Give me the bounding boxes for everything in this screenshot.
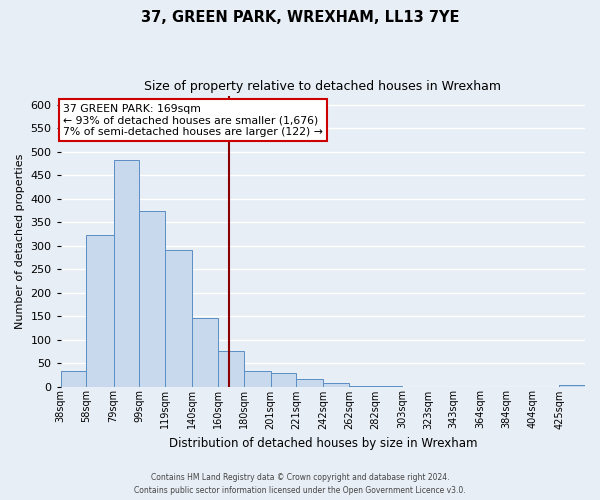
Title: Size of property relative to detached houses in Wrexham: Size of property relative to detached ho… [145, 80, 502, 93]
Bar [559, 385, 585, 386]
Text: Contains HM Land Registry data © Crown copyright and database right 2024.
Contai: Contains HM Land Registry data © Crown c… [134, 474, 466, 495]
Bar [296, 378, 323, 386]
Bar [86, 236, 113, 386]
Bar [139, 210, 165, 386]
Bar [271, 373, 296, 386]
Bar [244, 372, 271, 386]
Text: 37 GREEN PARK: 169sqm
← 93% of detached houses are smaller (1,676)
7% of semi-de: 37 GREEN PARK: 169sqm ← 93% of detached … [63, 104, 323, 136]
Text: 37, GREEN PARK, WREXHAM, LL13 7YE: 37, GREEN PARK, WREXHAM, LL13 7YE [141, 10, 459, 25]
Bar [192, 318, 218, 386]
Bar [218, 352, 244, 386]
Bar [113, 160, 139, 386]
Y-axis label: Number of detached properties: Number of detached properties [15, 154, 25, 328]
Bar [323, 383, 349, 386]
Bar [61, 372, 86, 386]
Bar [165, 250, 192, 386]
X-axis label: Distribution of detached houses by size in Wrexham: Distribution of detached houses by size … [169, 437, 477, 450]
